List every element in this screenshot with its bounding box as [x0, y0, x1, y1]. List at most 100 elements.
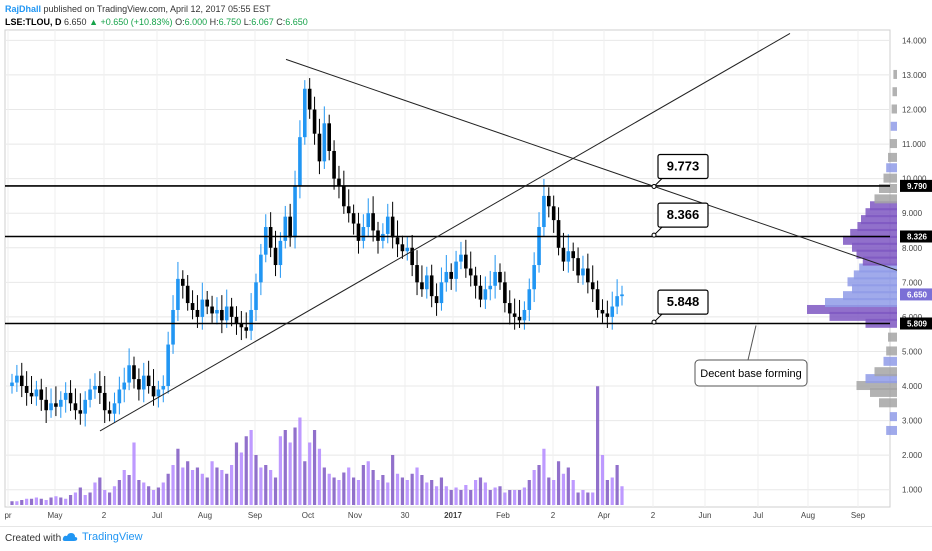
- price-badge: [900, 179, 932, 192]
- volume-profile-bar: [852, 242, 897, 252]
- close-label: C:: [276, 17, 286, 27]
- candle-body: [161, 386, 166, 390]
- volume-bar: [103, 490, 107, 505]
- volume-bar: [225, 473, 229, 505]
- volume-bar: [386, 482, 390, 505]
- callout-box: [657, 153, 709, 180]
- candle-body: [532, 265, 536, 290]
- volume-bar: [283, 430, 287, 505]
- x-tick-label: pr: [4, 511, 11, 520]
- x-tick-label: 2: [551, 511, 556, 520]
- volume-bar: [425, 482, 429, 505]
- candle-body: [600, 309, 605, 314]
- volume-bar: [171, 465, 175, 505]
- volume-bar: [220, 470, 224, 505]
- price-badge-label: 8.326: [907, 232, 928, 241]
- volume-bar: [205, 477, 209, 505]
- candle-body: [122, 382, 127, 390]
- volume-profile-bar: [883, 356, 897, 366]
- candle-body: [273, 247, 278, 266]
- volume-profile-bar: [865, 208, 897, 218]
- volume-bar: [615, 465, 619, 505]
- x-tick-label: Nov: [348, 511, 362, 520]
- volume-bar: [576, 492, 580, 505]
- candle-body: [190, 303, 195, 310]
- volume-bar: [356, 480, 361, 505]
- cloud-icon: [62, 533, 78, 541]
- volume-bar: [308, 442, 312, 505]
- volume-bar: [581, 490, 585, 505]
- x-tick-label: May: [47, 511, 62, 520]
- y-tick-label: 4.000: [902, 382, 923, 391]
- volume-bar: [532, 470, 536, 505]
- candle-body: [346, 206, 351, 214]
- volume-profile-bar: [879, 398, 897, 408]
- volume-bar: [25, 498, 29, 505]
- candle-body: [117, 389, 122, 404]
- last-price: 6.650: [64, 17, 87, 27]
- volume-bar: [620, 486, 624, 505]
- candle-body: [19, 375, 24, 387]
- candle-body: [44, 399, 48, 411]
- price-badge: [900, 288, 932, 301]
- candle-body: [107, 410, 112, 414]
- price-badge: [900, 230, 932, 243]
- x-tick-label: Jul: [152, 511, 162, 520]
- tradingview-logo[interactable]: TradingView: [62, 531, 143, 543]
- candle-body: [620, 294, 624, 297]
- candle-body: [68, 392, 73, 404]
- volume-bar: [10, 501, 14, 505]
- volume-bar: [117, 480, 121, 505]
- volume-profile-bar: [870, 201, 897, 211]
- volume-profile-bar: [856, 249, 897, 259]
- volume-bar: [264, 465, 268, 505]
- volume-bar: [478, 477, 483, 505]
- volume-bar: [112, 486, 117, 505]
- callout-label: 5.848: [667, 294, 700, 309]
- x-tick-label: 2017: [444, 511, 462, 520]
- volume-bar: [381, 475, 385, 505]
- candle-body: [49, 403, 53, 411]
- candle-body: [15, 375, 19, 383]
- candle-body: [78, 410, 83, 414]
- candle-body: [576, 258, 580, 276]
- price-chart[interactable]: 1.000 2.000 3.000 4.000 5.000 6.000 7.000 8.000…: [0, 0, 932, 526]
- volume-bar: [317, 448, 322, 505]
- volume-profile-bar: [888, 152, 897, 162]
- volume-profile-bar: [883, 173, 897, 183]
- volume-bar: [395, 473, 400, 505]
- candle-body: [307, 88, 312, 110]
- volume-profile-bar: [850, 228, 897, 238]
- candle-body: [34, 389, 39, 397]
- symbol-label[interactable]: LSE:TLOU, D: [5, 17, 62, 27]
- callout-anchor: [651, 183, 657, 189]
- y-tick-label: 9.000: [902, 209, 923, 218]
- candle-body: [156, 389, 161, 397]
- volume-bar: [474, 480, 478, 505]
- open-label: O:: [175, 17, 185, 27]
- candle-body: [54, 403, 58, 407]
- candle-body: [547, 195, 551, 207]
- volume-bar: [547, 477, 551, 505]
- candle-body: [342, 185, 346, 207]
- callout-box: [657, 202, 709, 228]
- volume-bar: [322, 467, 326, 505]
- volume-profile-bar: [856, 381, 897, 391]
- candle-body: [298, 137, 302, 186]
- candle-body: [473, 275, 478, 286]
- volume-bar: [337, 480, 341, 505]
- author-link[interactable]: RajDhall: [5, 4, 42, 14]
- candle-body: [59, 399, 63, 407]
- volume-bar: [391, 455, 395, 505]
- x-tick-label: Feb: [496, 511, 510, 520]
- candle-body: [464, 254, 468, 269]
- y-tick-label: 10.000: [902, 175, 927, 184]
- open-value: 6.000: [184, 17, 208, 27]
- volume-profile-bar: [847, 277, 897, 287]
- candle-body: [498, 271, 502, 283]
- candle-body: [439, 282, 444, 304]
- volume-bar: [29, 498, 34, 505]
- x-tick-label: Jul: [753, 511, 763, 520]
- candle-body: [176, 278, 180, 310]
- volume-bar: [234, 442, 239, 505]
